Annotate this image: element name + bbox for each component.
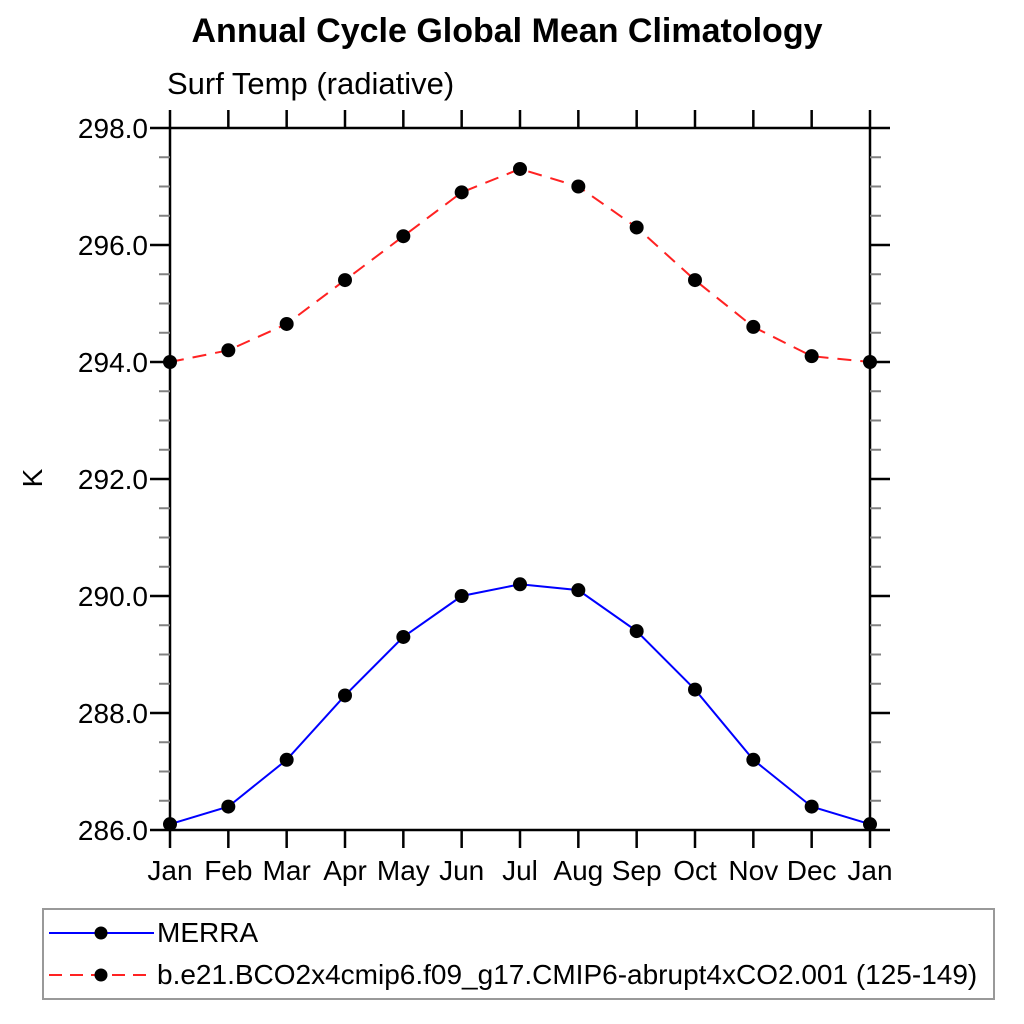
data-point-1 — [163, 355, 177, 369]
x-tick-label: Feb — [204, 855, 252, 886]
data-point-1 — [629, 220, 644, 235]
data-point-1 — [454, 185, 469, 200]
x-tick-label: Nov — [728, 855, 778, 886]
chart-title: Annual Cycle Global Mean Climatology — [191, 12, 823, 50]
y-tick-label: 292.0 — [78, 464, 148, 495]
y-tick-label: 286.0 — [78, 815, 148, 846]
data-point-0 — [513, 577, 527, 592]
legend-item-model: b.e21.BCO2x4cmip6.f09_g17.CMIP6-abrupt4x… — [49, 957, 993, 993]
data-point-0 — [688, 682, 702, 697]
data-point-0 — [279, 752, 294, 767]
data-point-0 — [221, 799, 236, 814]
x-tick-label: Mar — [263, 855, 311, 886]
data-point-1 — [804, 349, 819, 364]
x-tick-label: Jan — [847, 855, 892, 886]
y-tick-label: 288.0 — [78, 698, 148, 729]
chart-subtitle: Surf Temp (radiative) — [167, 66, 455, 101]
series-line-0 — [169, 583, 871, 826]
x-tick-label: Aug — [553, 855, 603, 886]
data-point-0 — [571, 583, 586, 598]
y-tick-label: 296.0 — [78, 230, 148, 261]
data-point-0 — [863, 817, 877, 832]
x-tick-label: Dec — [787, 855, 837, 886]
data-point-1 — [279, 316, 294, 331]
x-tick-label: May — [377, 855, 430, 886]
legend-line-sample-solid — [49, 926, 154, 940]
data-point-1 — [338, 273, 352, 288]
legend-label-merra: MERRA — [157, 917, 259, 948]
data-point-0 — [454, 589, 469, 603]
y-tick-label: 294.0 — [78, 347, 148, 378]
legend-label-model: b.e21.BCO2x4cmip6.f09_g17.CMIP6-abrupt4x… — [157, 959, 978, 990]
series-line-1 — [169, 167, 871, 363]
x-tick-label: Sep — [612, 855, 662, 886]
data-point-0 — [338, 688, 352, 703]
data-point-1 — [571, 179, 586, 194]
x-tick-label: Oct — [673, 855, 717, 886]
legend-item-merra: MERRA — [49, 915, 993, 951]
x-tick-label: Jan — [147, 855, 192, 886]
data-point-1 — [396, 229, 411, 244]
data-point-0 — [396, 629, 411, 644]
axis-box — [168, 126, 872, 832]
x-tick-label: Apr — [323, 855, 367, 886]
x-tick-label: Jun — [439, 855, 484, 886]
data-point-1 — [221, 343, 236, 358]
legend-box: MERRA b.e21.BCO2x4cmip6.f09_g17.CMIP6-ab… — [42, 908, 995, 1000]
data-point-0 — [163, 817, 177, 832]
data-point-1 — [513, 161, 527, 176]
x-tick-label: Jul — [502, 855, 538, 886]
data-point-1 — [688, 273, 702, 288]
y-tick-label: 298.0 — [78, 113, 148, 144]
legend-line-sample-dashed — [49, 968, 154, 982]
data-point-0 — [746, 752, 761, 767]
data-point-1 — [746, 319, 761, 334]
data-point-0 — [804, 799, 819, 814]
data-point-1 — [863, 355, 877, 369]
data-point-0 — [629, 624, 644, 639]
plot-area: 286.0 288.0 290.0 292.0 294.0 296.0 298.0 Jan Fe… — [78, 110, 893, 886]
y-tick-label: 290.0 — [78, 581, 148, 612]
